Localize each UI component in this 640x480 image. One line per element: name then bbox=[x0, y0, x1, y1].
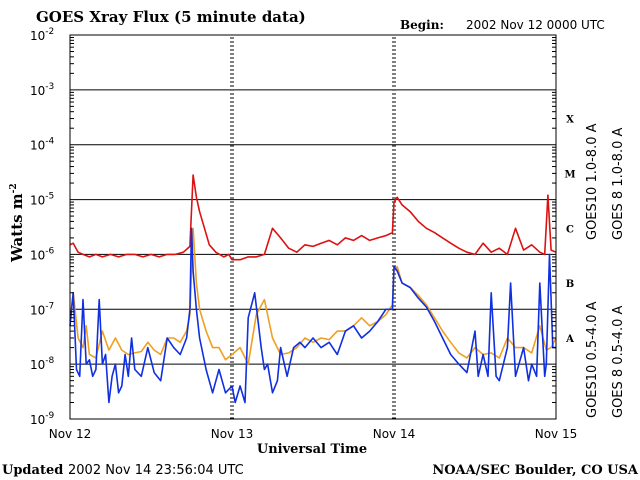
begin-label: Begin: bbox=[400, 18, 444, 32]
y-tick-exponent: -3 bbox=[45, 82, 54, 92]
series-line bbox=[69, 227, 557, 365]
x-tick-label: Nov 14 bbox=[373, 427, 416, 441]
flare-class-label: A bbox=[565, 334, 574, 345]
legend-entry: GOES 8 1.0-8.0 A bbox=[611, 128, 626, 240]
x-tick-label: Nov 13 bbox=[211, 427, 254, 441]
y-axis-label: Watts m-2 bbox=[8, 183, 26, 263]
y-tick-exponent: -9 bbox=[45, 411, 54, 421]
series-line bbox=[69, 227, 556, 404]
y-tick-exponent: -7 bbox=[45, 301, 54, 311]
updated-value: 2002 Nov 14 23:56:04 UTC bbox=[68, 463, 244, 478]
series-lines bbox=[69, 174, 557, 404]
series-line bbox=[69, 174, 557, 261]
y-tick-exponent: -4 bbox=[45, 137, 54, 147]
x-axis-label: Universal Time bbox=[257, 442, 367, 457]
updated-label: Updated bbox=[2, 463, 63, 478]
x-axis-tick-labels: Nov 12 Nov 13 Nov 14 Nov 15 bbox=[49, 427, 578, 441]
y-tick-exponent: -2 bbox=[45, 27, 54, 37]
flare-class-label: B bbox=[566, 279, 574, 290]
legend: GOES10 1.0-8.0 A GOES 8 1.0-8.0 A GOES10 0… bbox=[585, 123, 626, 418]
y-tick-exponent: -5 bbox=[45, 192, 54, 202]
y-axis-label-exponent: -2 bbox=[9, 183, 19, 193]
source-credit: NOAA/SEC Boulder, CO USA bbox=[432, 463, 639, 478]
flare-class-labels: X M C B A bbox=[564, 115, 575, 345]
legend-entry: GOES 8 0.5-4.0 A bbox=[611, 306, 626, 418]
begin-value: 2002 Nov 12 0000 UTC bbox=[466, 18, 605, 32]
plot-frame bbox=[69, 34, 557, 420]
chart-title: GOES Xray Flux (5 minute data) bbox=[36, 8, 306, 26]
y-tick-exponent: -8 bbox=[45, 356, 54, 366]
x-tick-label: Nov 12 bbox=[49, 427, 92, 441]
legend-entry: GOES10 0.5-4.0 A bbox=[585, 301, 600, 418]
flare-class-label: C bbox=[566, 224, 574, 235]
flare-class-label: M bbox=[564, 169, 575, 180]
x-tick-label: Nov 15 bbox=[535, 427, 578, 441]
flare-class-label: X bbox=[566, 115, 574, 126]
y-tick-exponent: -6 bbox=[45, 246, 54, 256]
legend-entry: GOES10 1.0-8.0 A bbox=[585, 123, 600, 240]
